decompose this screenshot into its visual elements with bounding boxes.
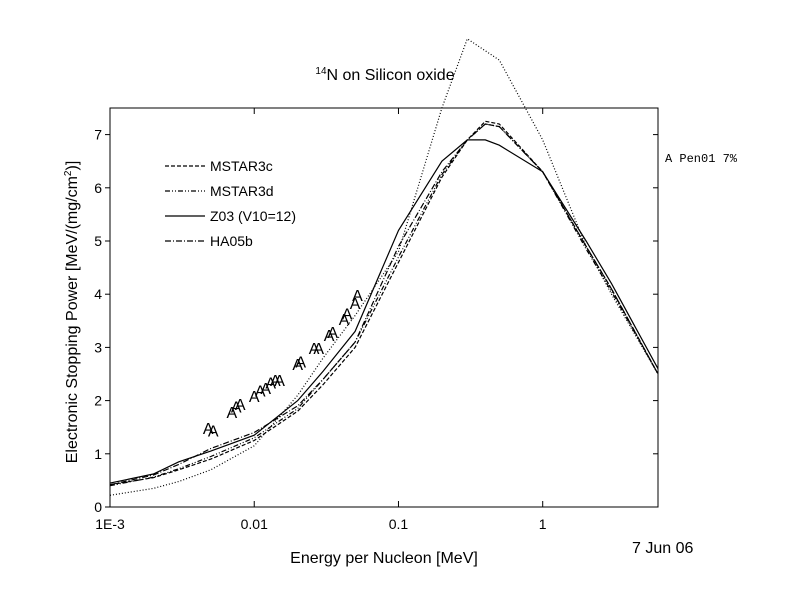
legend-label: HA05b	[210, 233, 253, 249]
data-point: A	[274, 373, 285, 390]
data-point: A	[339, 312, 350, 329]
series-line	[109, 123, 659, 487]
legend-label: MSTAR3c	[210, 158, 273, 174]
y-tick-label: 2	[94, 393, 102, 409]
data-point: A	[342, 306, 353, 323]
data-point: A	[295, 354, 306, 371]
x-tick-label: 1	[539, 516, 547, 532]
x-tick-label: 1E-3	[95, 516, 125, 532]
title-text: N on Silicon oxide	[327, 67, 455, 84]
data-point: A	[255, 384, 266, 401]
title-sup: 14	[315, 66, 327, 77]
plot-frame	[109, 107, 659, 508]
data-point: A	[270, 373, 281, 390]
annotation: 7 Jun 06	[632, 540, 693, 557]
y-tick-label: 5	[94, 233, 102, 249]
legend-label: MSTAR3d	[210, 183, 274, 199]
ylabel-text: Electronic Stopping Power [MeV/(mg/cm	[64, 176, 81, 463]
data-point: A	[309, 341, 320, 358]
data-point: A	[208, 424, 219, 441]
legend-label: Z03 (V10=12)	[210, 208, 296, 224]
x-tick-label: 0.1	[389, 516, 409, 532]
data-point: A	[235, 397, 246, 414]
data-point: A	[324, 328, 335, 345]
ylabel-end: )]	[64, 161, 81, 171]
data-point: A	[350, 296, 361, 313]
data-point: A	[352, 288, 363, 305]
y-tick-label: 3	[94, 339, 102, 355]
data-point: A	[292, 357, 303, 374]
x-tick-label: 0.01	[241, 516, 268, 532]
y-tick-label: 1	[94, 446, 102, 462]
series-line	[109, 139, 659, 484]
data-point: A	[203, 421, 214, 438]
data-point: A	[313, 341, 324, 358]
series-line	[109, 120, 659, 486]
y-tick-label: 7	[94, 127, 102, 143]
y-tick-label: 0	[94, 499, 102, 515]
data-point: A	[231, 400, 242, 417]
series-line	[109, 37, 659, 496]
data-point: A	[260, 381, 271, 398]
y-tick-label: 6	[94, 180, 102, 196]
ylabel-sup: 2	[63, 170, 74, 176]
data-point: A	[227, 405, 238, 422]
x-axis-label: Energy per Nucleon [MeV]	[290, 550, 478, 567]
data-point: A	[327, 325, 338, 342]
annotation: A Pen01 7%	[665, 152, 738, 166]
data-point: A	[265, 376, 276, 393]
y-axis-label: Electronic Stopping Power [MeV/(mg/cm2)]	[63, 161, 81, 464]
data-point: A	[249, 389, 260, 406]
chart-title: 14N on Silicon oxide	[315, 66, 454, 84]
series-line	[109, 123, 659, 486]
y-tick-label: 4	[94, 286, 102, 302]
